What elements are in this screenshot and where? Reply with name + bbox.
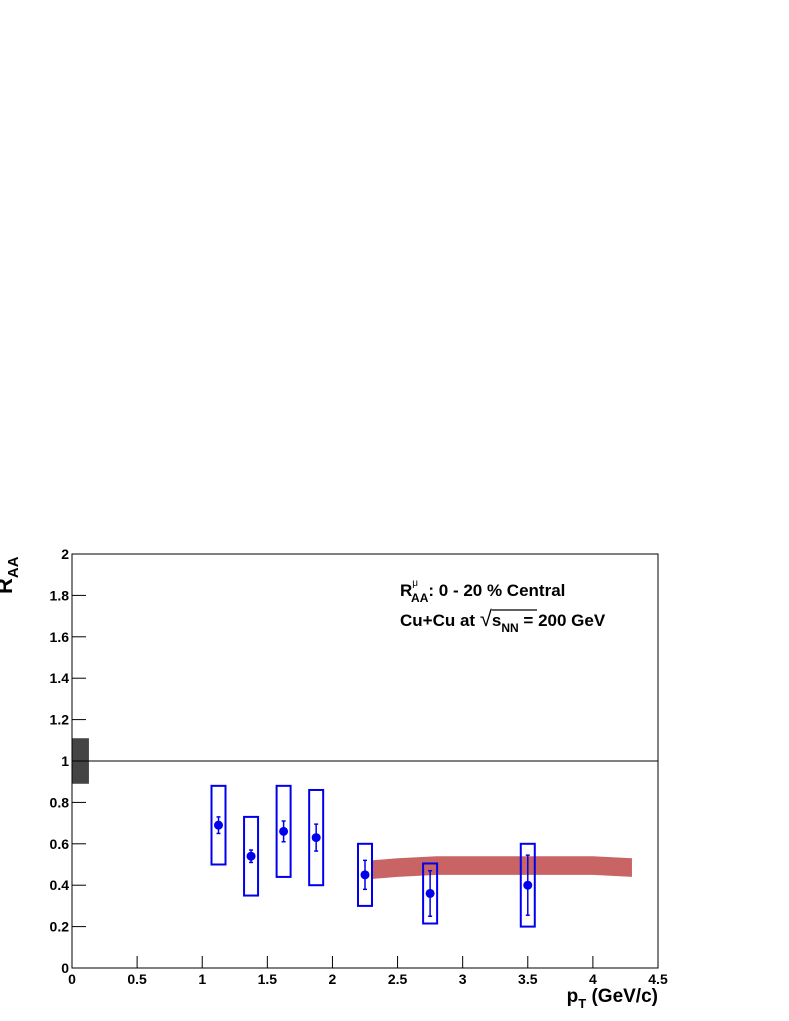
- data-point: [279, 826, 289, 836]
- y-tick-label: 2: [61, 546, 69, 562]
- annotation-sub: NN: [501, 621, 518, 635]
- annotation-main: R: [400, 581, 412, 600]
- annotation-radical: √: [480, 606, 493, 631]
- annotation-sub: AA: [411, 591, 429, 605]
- data-point: [425, 888, 435, 898]
- y-tick-label: 1.6: [50, 629, 70, 645]
- annotation-suffix: = 200 GeV: [519, 611, 606, 630]
- x-axis-title-rest: (GeV/c): [586, 986, 658, 1007]
- x-axis-title-sub: T: [578, 996, 586, 1011]
- y-tick-label: 0: [61, 960, 69, 976]
- data-point: [360, 870, 370, 880]
- x-tick-label: 4.5: [648, 971, 668, 987]
- syst-box: [422, 862, 439, 925]
- y-tick-label: 0.8: [50, 794, 70, 810]
- y-axis-title-sub: AA: [5, 556, 22, 578]
- data-point: [246, 851, 256, 861]
- x-tick-label: 1: [198, 971, 206, 987]
- y-axis-title: RAA: [0, 556, 22, 594]
- x-tick-label: 1.5: [258, 971, 278, 987]
- syst-box: [357, 842, 373, 907]
- y-axis-title-main: R: [0, 578, 17, 594]
- y-tick-label: 1.2: [50, 712, 70, 728]
- x-axis-title: pT (GeV/c): [567, 986, 658, 1011]
- annotation: Cu+Cu at √sNN = 200 GeV: [400, 606, 606, 635]
- axis-frame: [71, 553, 659, 969]
- x-axis-title-main: p: [567, 986, 579, 1007]
- data-point: [214, 820, 223, 830]
- annotation-sup: μ: [412, 578, 418, 589]
- data-point: [311, 833, 321, 843]
- x-tick-label: 2.5: [388, 971, 408, 987]
- annotation: Rμ AA: 0 - 20 % Central: [400, 578, 565, 605]
- y-tick-label: 1: [61, 753, 69, 769]
- x-tick-label: 3.5: [518, 971, 538, 987]
- x-tick-label: 0.5: [127, 971, 147, 987]
- y-tick-label: 1.8: [50, 587, 70, 603]
- x-tick-label: 0: [68, 971, 76, 987]
- x-tick-label: 3: [459, 971, 467, 987]
- syst-box: [243, 815, 260, 897]
- y-tick-label: 0.6: [50, 836, 70, 852]
- annotation-prefix: Cu+Cu at: [400, 611, 480, 630]
- plot-area: 0 0.2 0.4 0.6 0.8 1 1.2 1.4 1.6 1.8 2 0 0.5 1 1.5 2 2.5 3…: [50, 546, 668, 987]
- syst-box: [519, 842, 536, 928]
- annotation-rest: : 0 - 20 % Central: [428, 581, 565, 600]
- syst-box: [210, 784, 227, 866]
- syst-box: [308, 788, 325, 887]
- y-tick-label: 0.2: [50, 919, 70, 935]
- y-tick-label: 1.4: [50, 670, 70, 686]
- x-tick-label: 4: [589, 971, 597, 987]
- y-tick-label: 0.4: [50, 877, 70, 893]
- syst-box: [275, 784, 292, 878]
- annotation-radicand: s: [492, 611, 501, 630]
- data-point: [523, 880, 533, 890]
- x-tick-label: 2: [329, 971, 337, 987]
